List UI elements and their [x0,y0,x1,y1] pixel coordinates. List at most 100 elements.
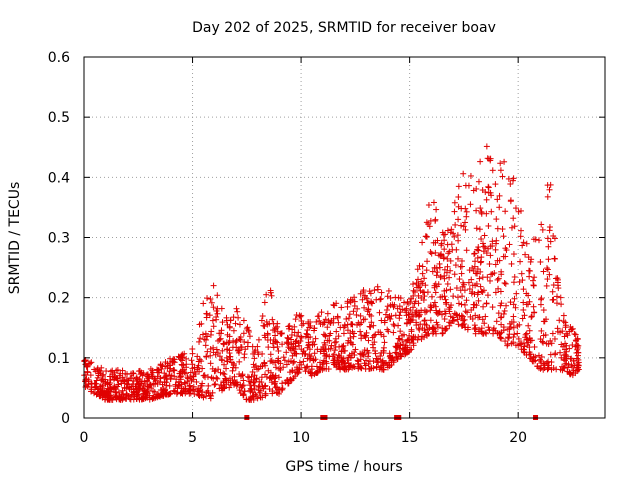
data-point [477,259,484,266]
data-point [556,317,563,324]
data-point [401,331,408,338]
data-point [462,219,469,226]
data-point [424,233,431,240]
data-point [359,296,366,303]
data-point [403,320,410,327]
data-point [571,330,578,337]
data-point [478,235,485,242]
data-point [477,158,484,165]
data-point [477,205,484,212]
data-point [472,258,479,265]
data-point [166,368,173,375]
data-point [216,336,223,343]
data-point [178,352,185,359]
data-point [551,235,558,242]
data-point [512,205,519,212]
data-point [447,257,454,264]
data-point [460,223,467,230]
data-point [124,381,131,388]
data-point [291,358,298,365]
data-point [300,358,307,365]
data-point [447,313,454,320]
data-point [441,315,448,322]
data-point [246,382,253,389]
data-point [547,238,554,245]
data-point [474,291,481,298]
data-point [507,181,514,188]
data-point [312,335,319,342]
data-point [103,368,110,375]
data-point [251,382,258,389]
data-point [525,292,532,299]
data-point [460,317,467,324]
data-point [446,274,453,281]
data-point [455,255,462,262]
data-point [506,241,513,248]
data-point [346,311,353,318]
data-point [269,387,276,394]
data-point [206,312,213,319]
data-point [520,340,527,347]
data-point [98,377,105,384]
data-point [326,319,333,326]
data-point [451,199,458,206]
data-point [343,315,350,322]
data-point [186,382,193,389]
data-point [371,287,378,294]
data-point [416,262,423,269]
data-point [316,317,323,324]
data-point [267,289,274,296]
data-point [485,324,492,331]
data-point [298,334,305,341]
data-point [562,319,569,326]
data-point [223,314,230,321]
data-point [390,321,397,328]
data-point [368,299,375,306]
data-point [204,295,211,302]
data-point [410,281,417,288]
data-point [119,367,126,374]
data-point [240,330,247,337]
data-point [459,293,466,300]
data-point [451,271,458,278]
data-point [419,263,426,270]
data-point [328,342,335,349]
data-point [492,261,499,268]
data-point [150,388,157,395]
data-point [353,311,360,318]
data-point [538,221,545,228]
data-point [543,265,550,272]
data-point [419,270,426,277]
data-point [546,223,553,230]
data-point [386,313,393,320]
data-point [253,375,260,382]
data-point [262,334,269,341]
data-point [424,258,431,265]
data-point [498,300,505,307]
data-point [213,316,220,323]
data-point [483,143,490,150]
data-point [280,354,287,361]
data-point [254,343,261,350]
data-point [204,333,211,340]
data-point [313,318,320,325]
data-point [484,292,491,299]
data-point [351,364,358,371]
data-point [551,255,558,262]
data-point [557,349,564,356]
data-point [274,328,281,335]
data-point [100,371,107,378]
data-point [260,322,267,329]
data-point [371,347,378,354]
data-point [446,308,453,315]
data-point [171,367,178,374]
data-point [433,265,440,272]
data-point [320,331,327,338]
data-point [285,325,292,332]
data-point [419,288,426,295]
data-point [385,328,392,335]
data-point [507,299,514,306]
data-point [87,360,94,367]
